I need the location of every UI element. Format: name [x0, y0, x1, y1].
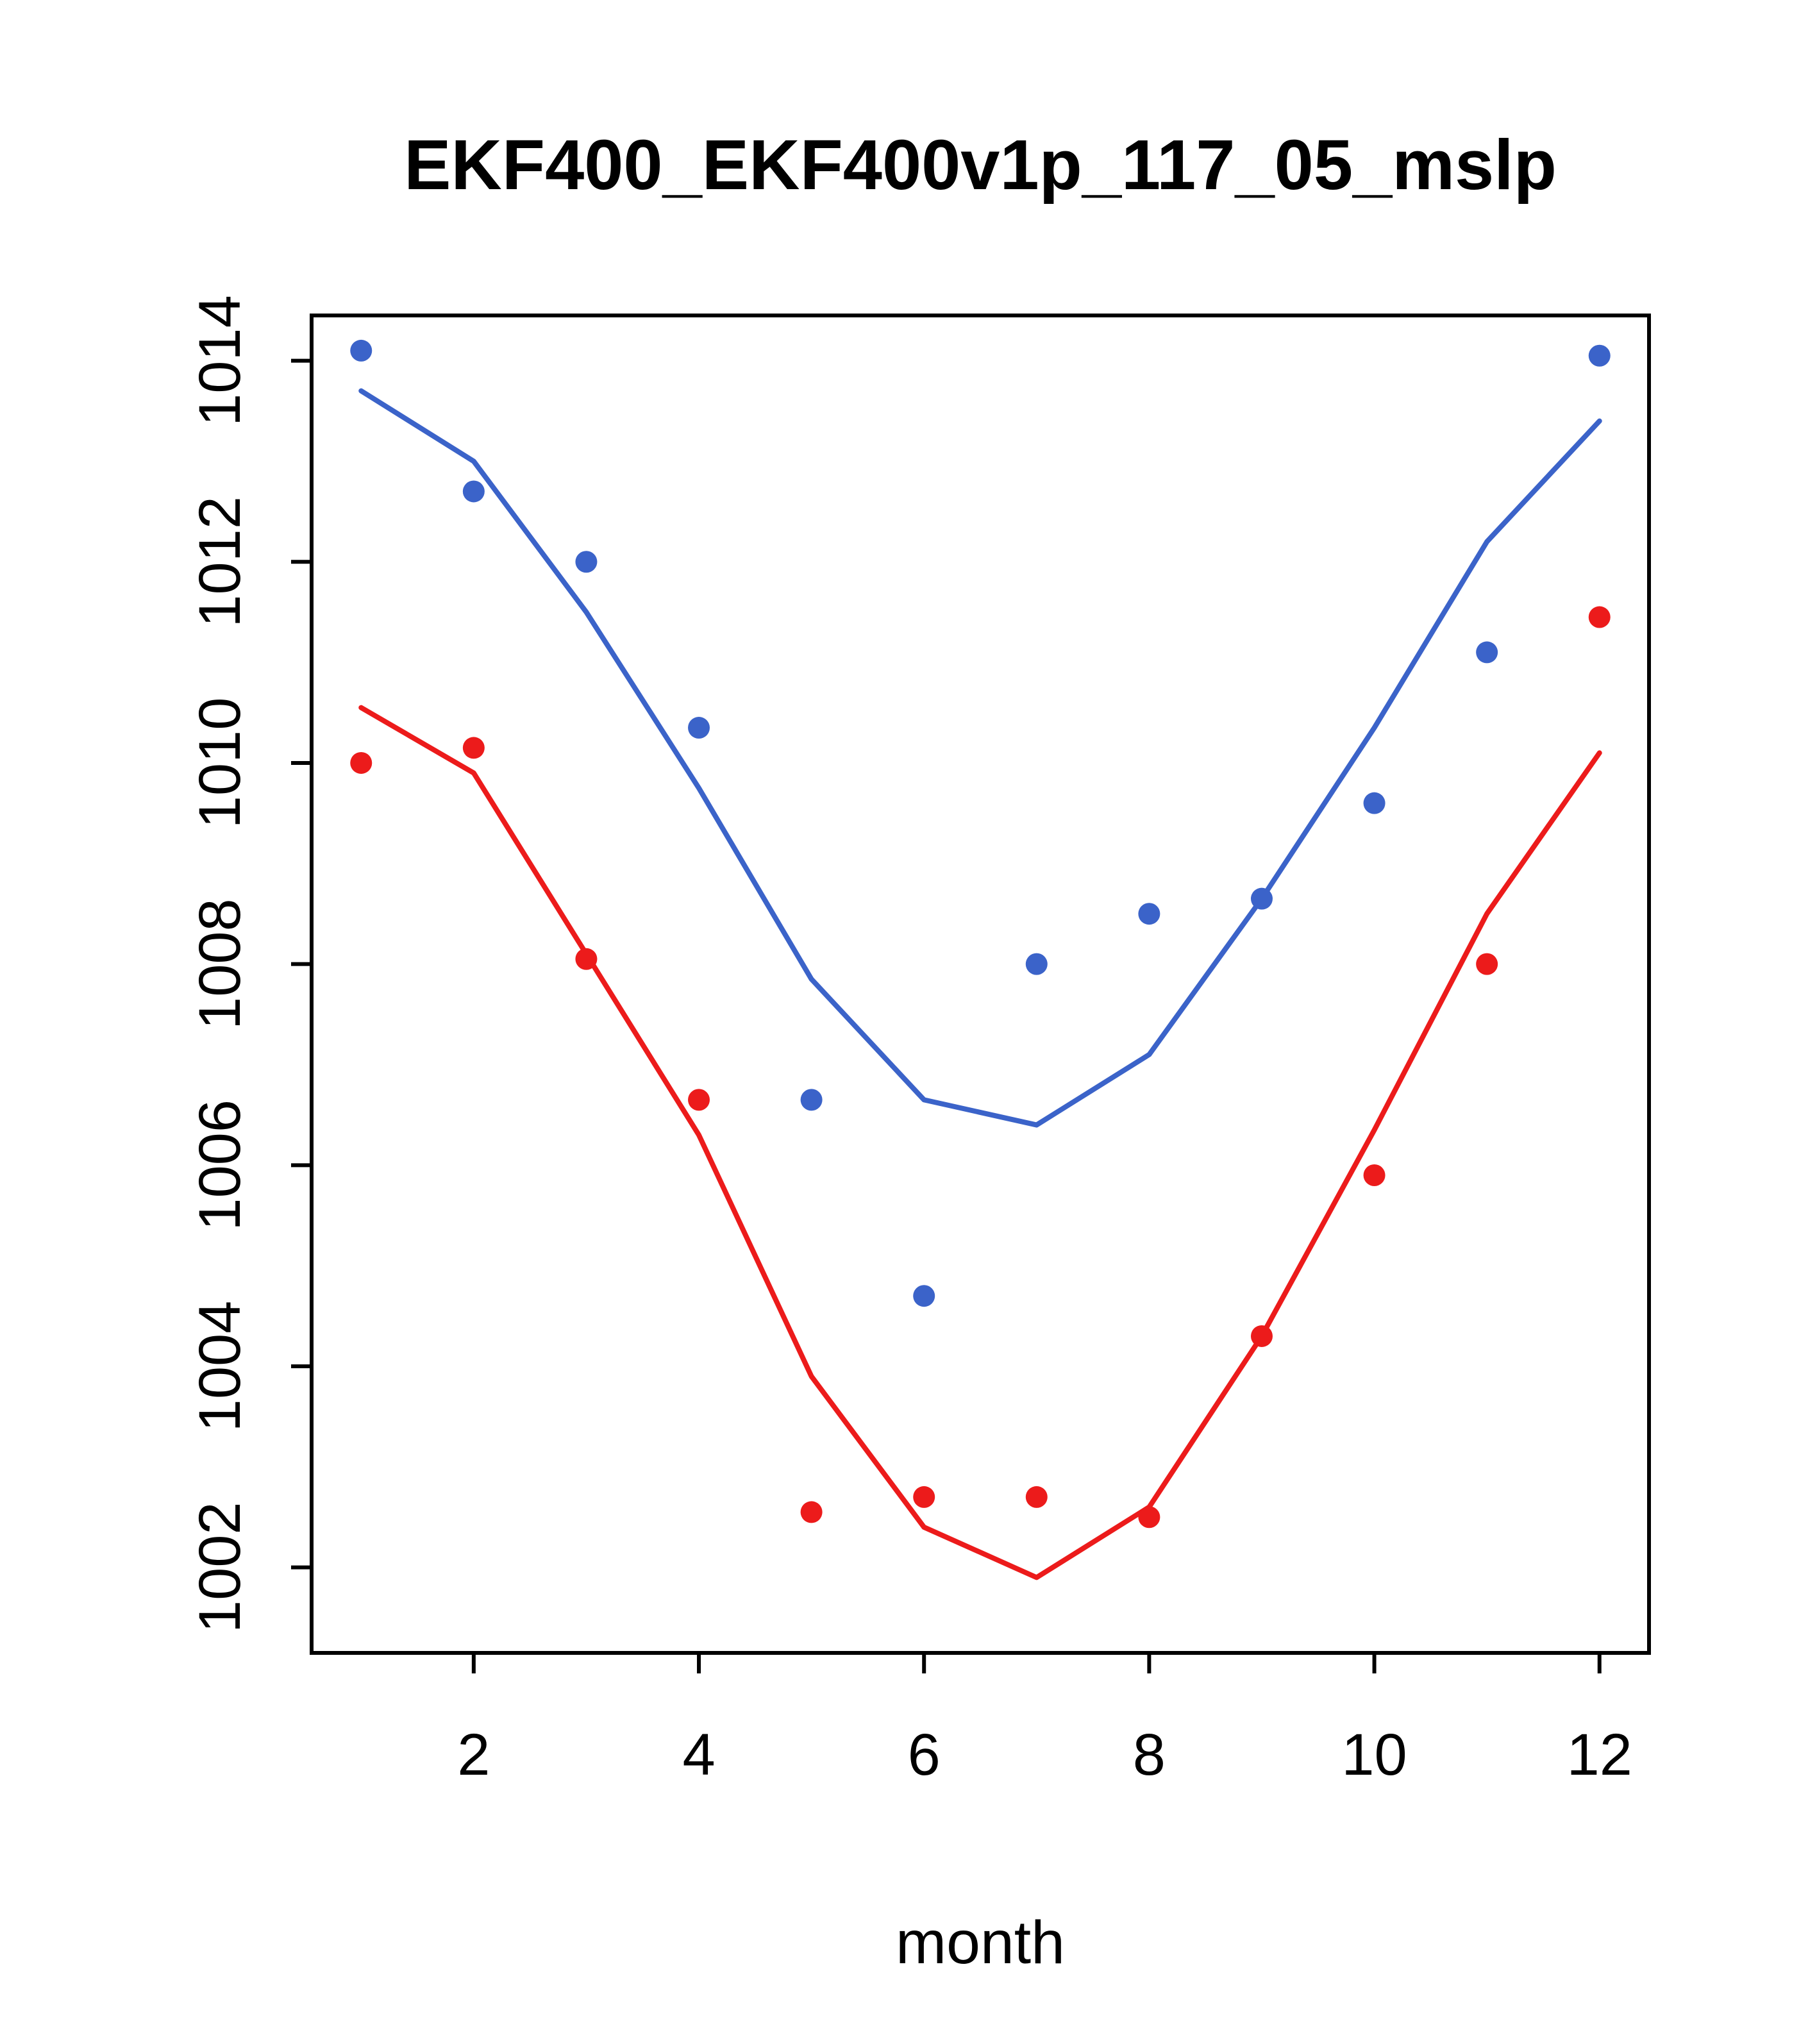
red-points — [800, 1501, 823, 1523]
blue-points — [1588, 344, 1611, 367]
red-points — [462, 737, 485, 759]
blue-points — [1363, 792, 1386, 814]
blue-points — [1025, 953, 1048, 975]
red-line — [358, 705, 1602, 1580]
red-points — [350, 751, 373, 774]
blue-line — [358, 388, 1602, 1128]
blue-points — [913, 1285, 935, 1307]
blue-points — [1250, 887, 1273, 910]
red-points — [1250, 1325, 1273, 1347]
red-points — [913, 1486, 935, 1508]
blue-points — [800, 1089, 823, 1111]
red-points — [1588, 606, 1611, 628]
blue-points — [688, 717, 710, 739]
y-tick-label: 1014 — [187, 295, 253, 426]
blue-points — [1138, 903, 1160, 925]
blue-points — [350, 339, 373, 362]
x-tick-label: 4 — [682, 1722, 715, 1788]
blue-points — [575, 551, 598, 573]
red-points — [688, 1089, 710, 1111]
red-points — [1363, 1164, 1386, 1186]
x-tick-label: 10 — [1341, 1722, 1407, 1788]
blue-points — [1476, 641, 1498, 664]
x-tick-label: 12 — [1567, 1722, 1632, 1788]
red-points — [1476, 953, 1498, 975]
y-tick-label: 1004 — [187, 1301, 253, 1432]
y-tick-label: 1006 — [187, 1100, 253, 1231]
y-tick-label: 1012 — [187, 496, 253, 628]
red-points — [1138, 1506, 1160, 1529]
x-tick-label: 6 — [908, 1722, 941, 1788]
x-axis-label: month — [896, 1909, 1065, 1977]
plot-border — [310, 314, 1651, 1655]
chart-title: EKF400_EKF400v1p_117_05_mslp — [404, 126, 1557, 205]
red-points — [1025, 1486, 1048, 1508]
x-tick-label: 8 — [1133, 1722, 1166, 1788]
y-tick-label: 1002 — [187, 1502, 253, 1633]
y-tick-label: 1010 — [187, 698, 253, 829]
red-points — [575, 948, 598, 970]
y-tick-label: 1008 — [187, 898, 253, 1030]
x-tick-label: 2 — [457, 1722, 490, 1788]
blue-points — [462, 480, 485, 503]
